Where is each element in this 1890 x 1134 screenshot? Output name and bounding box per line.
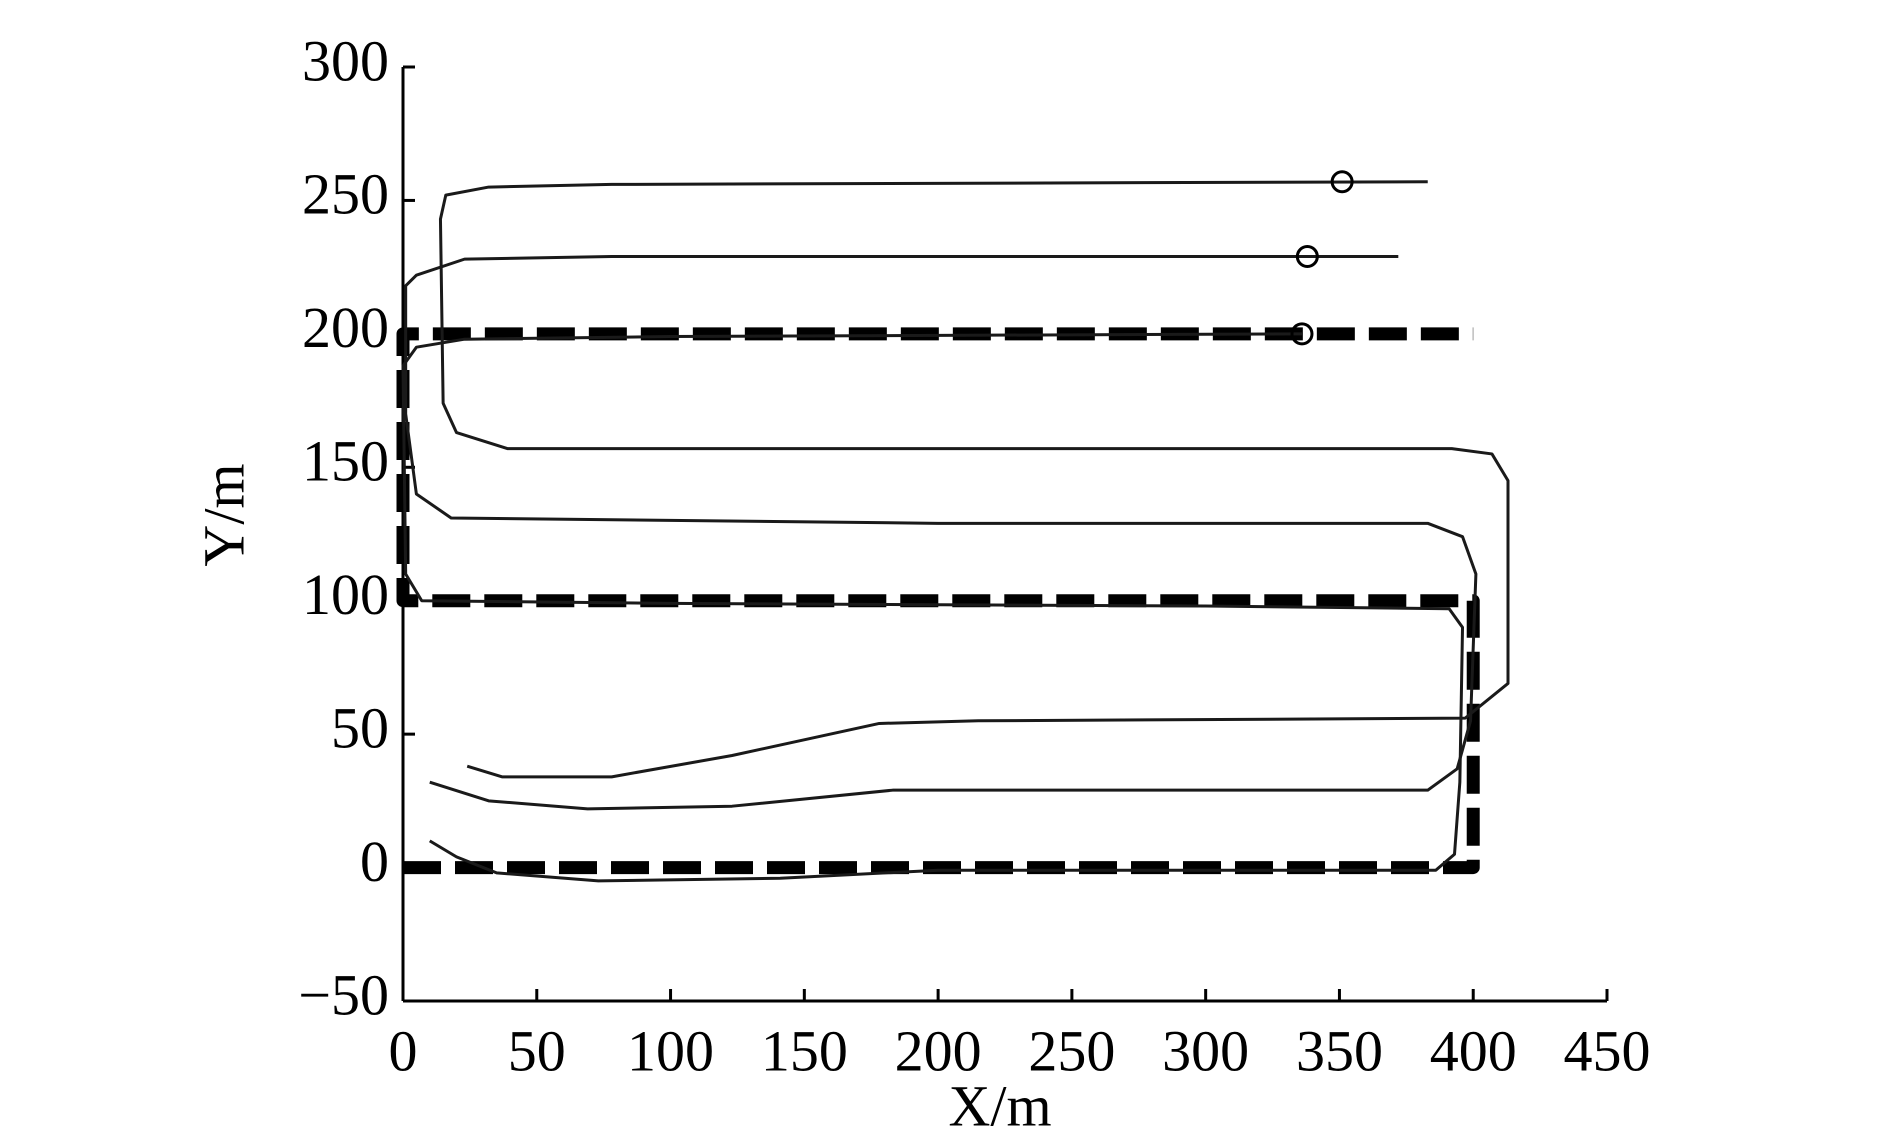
x-tick-label: 450 [1564,1018,1651,1083]
x-tick-label: 250 [1028,1018,1115,1083]
y-axis-label: Y/m [191,463,256,566]
reference-path [396,327,1480,875]
trajectory [401,332,1465,883]
x-tick-label: 200 [895,1018,982,1083]
y-tick-label: 0 [360,829,389,894]
trajectory [438,180,1510,779]
y-tick-label: 250 [302,162,389,227]
y-tick-label: −50 [298,962,389,1027]
x-tick-label: 350 [1296,1018,1383,1083]
x-tick-label: 50 [508,1018,566,1083]
y-tick-label: 150 [302,429,389,494]
x-tick-label: 0 [389,1018,418,1083]
x-axis-label: X/m [948,1073,1051,1134]
x-tick-label: 100 [627,1018,714,1083]
end-marker [1295,244,1319,268]
trajectory [404,254,1478,811]
x-tick-label: 300 [1162,1018,1249,1083]
end-marker [1290,322,1314,346]
y-tick-label: 100 [302,562,389,627]
y-tick-label: 200 [302,295,389,360]
y-tick-label: 300 [302,28,389,93]
end-marker [1330,170,1354,194]
x-tick-label: 150 [761,1018,848,1083]
y-tick-label: 50 [331,695,389,760]
x-tick-label: 400 [1430,1018,1517,1083]
